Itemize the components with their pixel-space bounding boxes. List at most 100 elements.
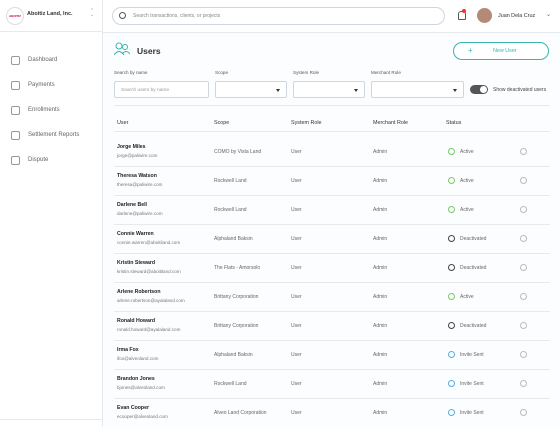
status-icon (448, 293, 455, 300)
column-header: Merchant Role (373, 120, 409, 126)
user-menu[interactable]: ⌄ (546, 12, 552, 18)
scope: COMO by Vista Land (214, 149, 262, 155)
org-name[interactable]: Aboitiz Land, Inc. (27, 11, 73, 17)
scope: Alveo Land Corporation (214, 410, 267, 416)
sidebar: ABOITIZ Aboitiz Land, Inc. ⌃ ⌄ Dashboard P… (0, 0, 103, 427)
user-name: Brandon Jones (117, 376, 155, 382)
divider (0, 31, 102, 32)
scope-select[interactable] (215, 81, 287, 98)
scope: Brittany Corporation (214, 323, 259, 329)
settings-icon[interactable] (520, 409, 527, 416)
filter-label: Search by name (114, 70, 148, 75)
divider (114, 105, 550, 106)
table-row[interactable]: Irma Fox ifox@alveoland.com Alphaland Baks… (114, 340, 550, 370)
user-email: arlene.robertson@ayalaland.com (117, 298, 185, 303)
user-email: darlene@paliwire.com (117, 211, 163, 216)
status: Invite Sent (460, 381, 484, 387)
settings-icon[interactable] (520, 206, 527, 213)
user-name[interactable]: Juan Dela Cruz (498, 13, 536, 19)
system-role: User (291, 149, 302, 155)
user-name: Kristin Steward (117, 260, 156, 266)
system-role-select[interactable] (293, 81, 365, 98)
toggle[interactable] (470, 85, 488, 94)
merchant-role: Admin (373, 149, 388, 155)
table-row[interactable]: Kristin Steward kristin.steward@aboitilan… (114, 253, 550, 283)
filter-label: Scope (215, 70, 229, 75)
nav-item[interactable]: Payments (28, 82, 55, 88)
user-email: ronald.howard@ayalaland.com (117, 327, 181, 332)
nav-item[interactable]: Enrollments (28, 107, 60, 113)
toggle-knob (480, 86, 487, 93)
settings-icon[interactable] (520, 293, 527, 300)
system-role: User (291, 352, 302, 358)
settings-icon[interactable] (520, 322, 527, 329)
settings-icon[interactable] (520, 351, 527, 358)
settings-icon[interactable] (520, 177, 527, 184)
table-row[interactable]: Arlene Robertson arlene.robertson@ayalala… (114, 282, 550, 312)
settings-icon[interactable] (520, 264, 527, 271)
new-user-button[interactable]: + New User (453, 42, 549, 60)
user-name: Arlene Robertson (117, 289, 161, 295)
status-icon (448, 206, 455, 213)
status-icon (448, 351, 455, 358)
placeholder: Search users by name (121, 88, 169, 93)
table-row[interactable]: Connie Warren connie.warren@aboitiland.co… (114, 224, 550, 254)
button-label: New User (493, 48, 517, 54)
status-icon (448, 148, 455, 155)
user-email: jorge@paliwire.com (117, 153, 158, 158)
merchant-role-select[interactable] (371, 81, 464, 98)
nav-item[interactable]: Dispute (28, 157, 49, 163)
settings-icon[interactable] (520, 148, 527, 155)
user-name: Jorge Miles (117, 144, 146, 150)
table-row[interactable]: Jorge Miles jorge@paliwire.com COMO by Vis… (114, 137, 550, 167)
user-email: bjones@alveoland.com (117, 385, 165, 390)
merchant-role: Admin (373, 236, 388, 242)
scope: Rockwell Land (214, 178, 247, 184)
status: Active (460, 178, 474, 184)
filter-label: System Role (293, 70, 320, 75)
user-name: Evan Cooper (117, 405, 149, 411)
scope: The Flats - Amorsolo (214, 265, 261, 271)
page-title: Users (137, 46, 161, 56)
system-role: User (291, 381, 302, 387)
search-icon (119, 12, 126, 19)
settings-icon[interactable] (520, 380, 527, 387)
column-header: System Role (291, 120, 322, 126)
table-row[interactable]: Brandon Jones bjones@alveoland.com Rockwel… (114, 369, 550, 399)
scope: Alphaland Baksin (214, 236, 253, 242)
merchant-role: Admin (373, 352, 388, 358)
users-icon (114, 42, 130, 56)
status-icon (448, 380, 455, 387)
system-role: User (291, 294, 302, 300)
nav-item[interactable]: Settlement Reports (28, 132, 80, 138)
caret (354, 89, 358, 92)
nav-icon (11, 131, 20, 140)
status-icon (448, 264, 455, 271)
status: Invite Sent (460, 410, 484, 416)
nav-icon (11, 56, 20, 65)
nav-item[interactable]: Dashboard (28, 57, 58, 63)
merchant-role: Admin (373, 294, 388, 300)
avatar[interactable] (477, 8, 492, 23)
status-icon (448, 177, 455, 184)
table-row[interactable]: Theresa Watson theresa@paliwire.com Rockwe… (114, 166, 550, 196)
scope: Rockwell Land (214, 207, 247, 213)
status-icon (448, 235, 455, 242)
status-icon (448, 409, 455, 416)
merchant-role: Admin (373, 410, 388, 416)
table-row[interactable]: Ronald Howard ronald.howard@ayalaland.com… (114, 311, 550, 341)
status: Deactivated (460, 236, 487, 242)
global-search[interactable]: Search transactions, clients, or project… (112, 7, 445, 25)
org-switch[interactable]: ⌃ ⌄ (90, 8, 95, 18)
user-name: Irma Fox (117, 347, 139, 353)
scope: Alphaland Baksin (214, 352, 253, 358)
toggle-label: Show deactivated users (493, 87, 547, 93)
name-search[interactable]: Search users by name (114, 81, 209, 98)
status: Invite Sent (460, 352, 484, 358)
table-row[interactable]: Evan Cooper ecooper@alveoland.com Alveo La… (114, 398, 550, 427)
user-name: Ronald Howard (117, 318, 156, 324)
table-row[interactable]: Darlene Bell darlene@paliwire.com Rockwell… (114, 195, 550, 225)
settings-icon[interactable] (520, 235, 527, 242)
org-logo: ABOITIZ (6, 7, 24, 25)
